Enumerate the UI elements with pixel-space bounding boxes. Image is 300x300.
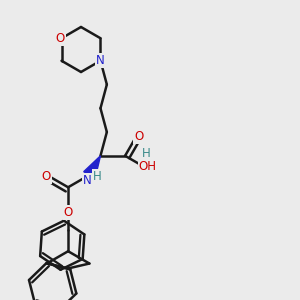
Text: O: O (64, 206, 73, 219)
Polygon shape (84, 156, 100, 178)
Text: H: H (142, 147, 151, 160)
Text: H: H (92, 170, 101, 183)
Text: N: N (96, 54, 105, 67)
Text: O: O (56, 32, 64, 45)
Text: O: O (134, 130, 143, 143)
Text: O: O (41, 170, 51, 183)
Text: N: N (82, 174, 91, 187)
Text: OH: OH (139, 160, 157, 173)
